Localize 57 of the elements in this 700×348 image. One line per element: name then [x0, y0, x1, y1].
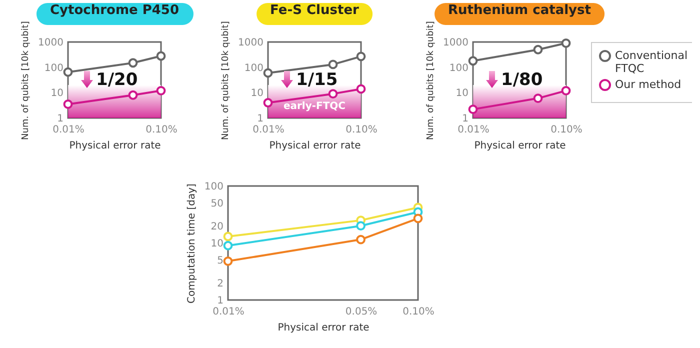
- y-tick-label: 1000: [443, 38, 468, 48]
- point: [156, 86, 166, 96]
- x-axis-title: Physical error rate: [269, 140, 361, 152]
- point: [356, 84, 366, 94]
- annotation: 1/15: [296, 70, 338, 90]
- point: [63, 67, 73, 77]
- y-tick-label: 1: [257, 114, 264, 124]
- chart-title: Ruthenium catalyst: [448, 3, 591, 18]
- x-axis-title: Physical error rate: [474, 140, 566, 152]
- annotation: 1/80: [501, 70, 543, 90]
- y-tick-label: 100: [44, 62, 64, 74]
- y-tick-label: 50: [210, 198, 224, 210]
- chart-title: Fe-S Cluster: [256, 3, 373, 25]
- y-tick-label: 1: [462, 114, 468, 124]
- x-tick-label: 0.10%: [346, 124, 378, 136]
- point: [263, 68, 273, 78]
- y-tick-label: 10: [456, 88, 468, 100]
- band-label: early-FTQC: [283, 101, 346, 112]
- y-axis-title: Computation time [day]: [186, 183, 198, 304]
- x-axis-title: Physical error rate: [278, 322, 370, 334]
- y-tick-label: 1: [217, 296, 224, 306]
- chart-title: Cytochrome P450: [36, 3, 194, 25]
- point: [561, 86, 571, 96]
- y-tick-label: 10: [50, 88, 64, 100]
- y-tick-label: 100: [449, 62, 468, 74]
- x-axis-title: Physical error rate: [69, 140, 161, 152]
- annotation: 1/20: [96, 70, 138, 90]
- y-axis-title: Num. of qubits [10k qubit]: [21, 21, 32, 140]
- y-tick-label: 2: [217, 278, 224, 290]
- y-tick-label: 10: [210, 238, 224, 250]
- legend-label: Our method: [615, 78, 682, 91]
- x-tick-label: 0.01%: [252, 124, 284, 136]
- x-tick-label: 0.10%: [402, 306, 434, 318]
- point: [468, 104, 478, 114]
- x-tick-label: 0.10%: [550, 124, 582, 136]
- point: [468, 56, 478, 66]
- x-tick-label: 0.01%: [458, 124, 490, 136]
- x-tick-label: 0.05%: [345, 306, 378, 318]
- legend-label: Conventional FTQC: [615, 49, 688, 75]
- y-axis-title: Num. of qubits [10k qubit]: [426, 21, 436, 140]
- y-tick-label: 1000: [38, 38, 64, 48]
- y-tick-label: 5: [217, 256, 224, 267]
- y-tick-label: 1: [57, 114, 64, 124]
- point: [356, 52, 366, 62]
- y-tick-label: 100: [204, 182, 224, 192]
- y-tick-label: 10: [250, 88, 264, 100]
- point: [561, 38, 571, 48]
- y-tick-label: 20: [210, 221, 224, 232]
- x-tick-label: 0.01%: [212, 306, 244, 318]
- x-tick-label: 0.01%: [52, 124, 84, 136]
- point: [263, 98, 273, 108]
- y-tick-label: 1000: [238, 38, 264, 48]
- x-tick-label: 0.10%: [146, 124, 178, 136]
- y-axis-title: Num. of qubits [10k qubit]: [221, 21, 232, 140]
- y-tick-label: 100: [244, 62, 264, 74]
- point: [63, 100, 73, 109]
- point: [156, 51, 166, 61]
